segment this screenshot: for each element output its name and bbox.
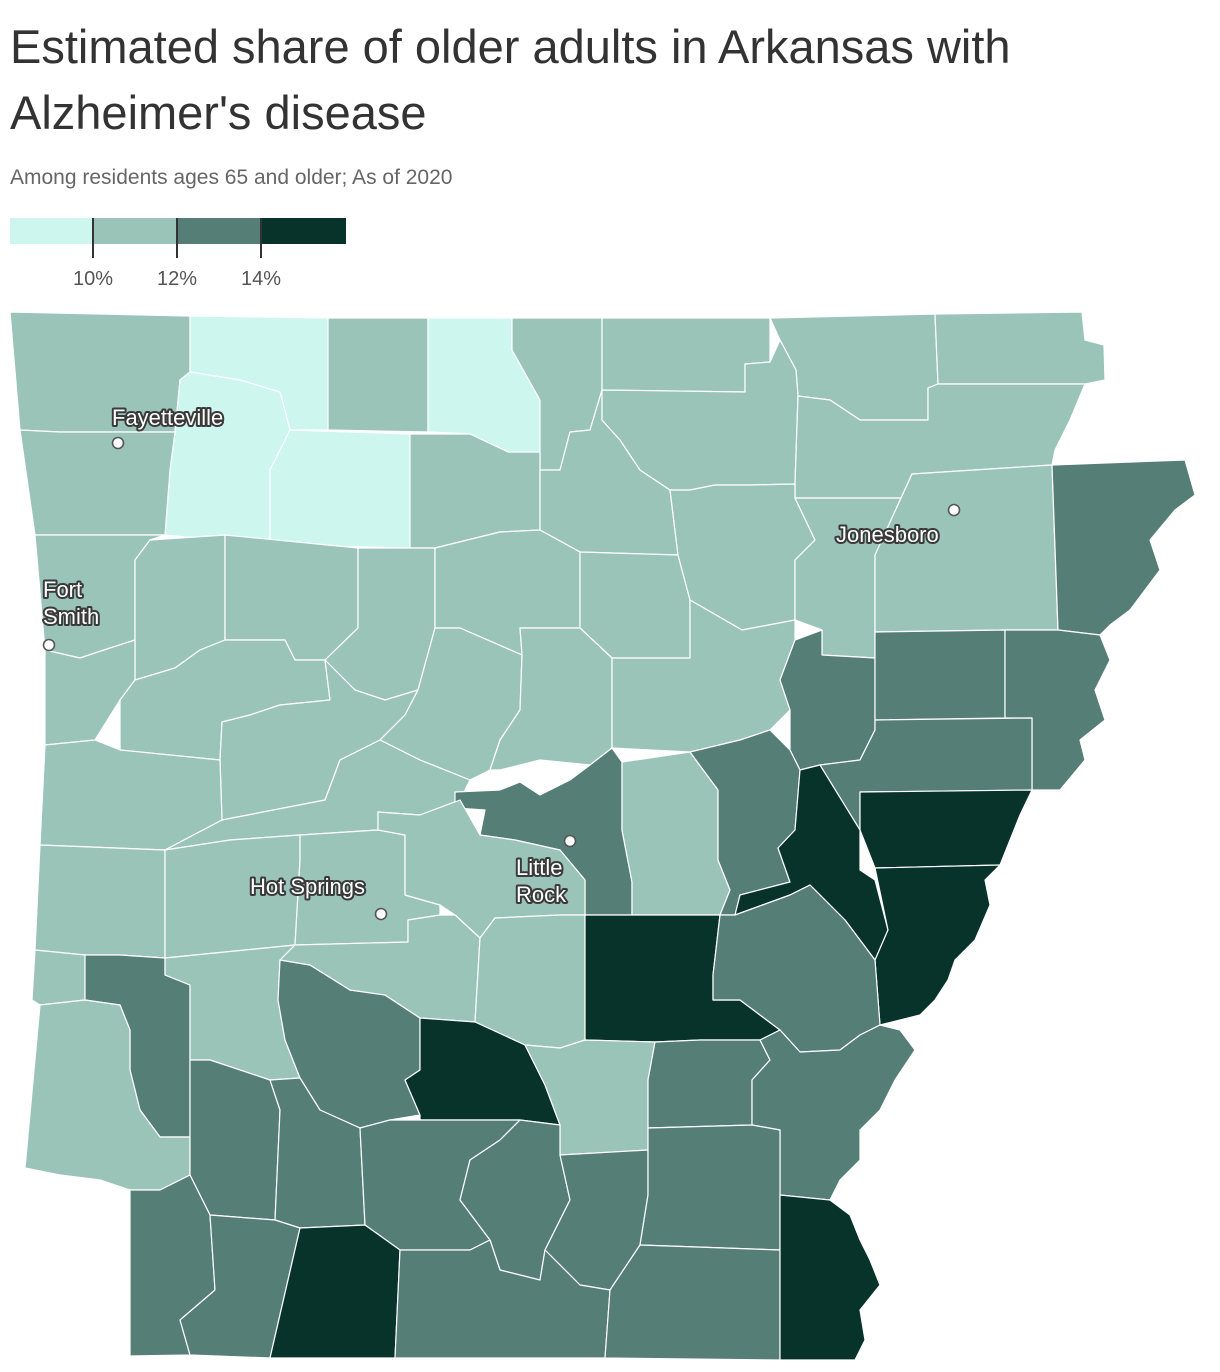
city-marker-dot	[42, 638, 56, 652]
legend-bin-14-plus	[262, 218, 346, 244]
city-label-fayetteville: Fayetteville	[112, 405, 223, 430]
county	[474, 914, 586, 1049]
city-hot-springs: Hot Springs	[248, 872, 388, 921]
county	[179, 1214, 301, 1359]
county	[859, 789, 1033, 869]
county	[1051, 459, 1196, 636]
city-label-fort-smith-line-2: Smith	[43, 604, 99, 629]
county	[189, 1059, 281, 1221]
legend-bin-under-10	[10, 218, 94, 244]
city-label-little-rock-line-2: Rock	[516, 882, 567, 907]
county	[269, 429, 411, 549]
city-jonesboro: Jonesboro	[834, 503, 961, 549]
legend-tick-label: 10%	[72, 268, 114, 290]
legend-bin-12-14	[178, 218, 262, 244]
county	[579, 551, 691, 659]
city-label-fort-smith-line-1: Fort	[43, 577, 82, 602]
arkansas-county-map: Fayetteville Jonesboro Fort Smith Little…	[9, 311, 1196, 1361]
legend-tick-label: 14%	[240, 268, 282, 290]
legend-tick	[260, 218, 262, 258]
city-label-jonesboro: Jonesboro	[836, 522, 939, 547]
county	[779, 1194, 881, 1361]
city-label-little-rock-line-1: Little	[516, 855, 562, 880]
legend-bin-10-12	[94, 218, 178, 244]
legend-tick-label: 12%	[156, 268, 198, 290]
county	[874, 864, 1001, 1026]
city-markers: Fayetteville Jonesboro Fort Smith Little…	[41, 403, 961, 921]
map-title: Estimated share of older adults in Arkan…	[10, 20, 1011, 139]
city-marker-dot	[947, 503, 961, 517]
legend: 10% 12% 14%	[10, 218, 346, 298]
county	[34, 844, 166, 959]
county	[874, 629, 1006, 721]
county	[604, 1244, 781, 1361]
county	[19, 429, 176, 536]
city-marker-dot	[563, 834, 577, 848]
county	[934, 311, 1106, 385]
city-little-rock: Little Rock	[514, 834, 577, 909]
county	[327, 317, 429, 433]
city-label-hot-springs: Hot Springs	[250, 874, 365, 899]
county	[394, 1239, 611, 1359]
map-subtitle: Among residents ages 65 and older; As of…	[10, 166, 453, 189]
city-fayetteville: Fayetteville	[110, 403, 225, 450]
city-marker-dot	[111, 436, 125, 450]
county	[489, 627, 613, 771]
legend-tick	[92, 218, 94, 258]
legend-tick	[176, 218, 178, 258]
city-fort-smith: Fort Smith	[41, 575, 101, 652]
county	[31, 949, 86, 1006]
county	[639, 1124, 781, 1251]
city-marker-dot	[374, 907, 388, 921]
